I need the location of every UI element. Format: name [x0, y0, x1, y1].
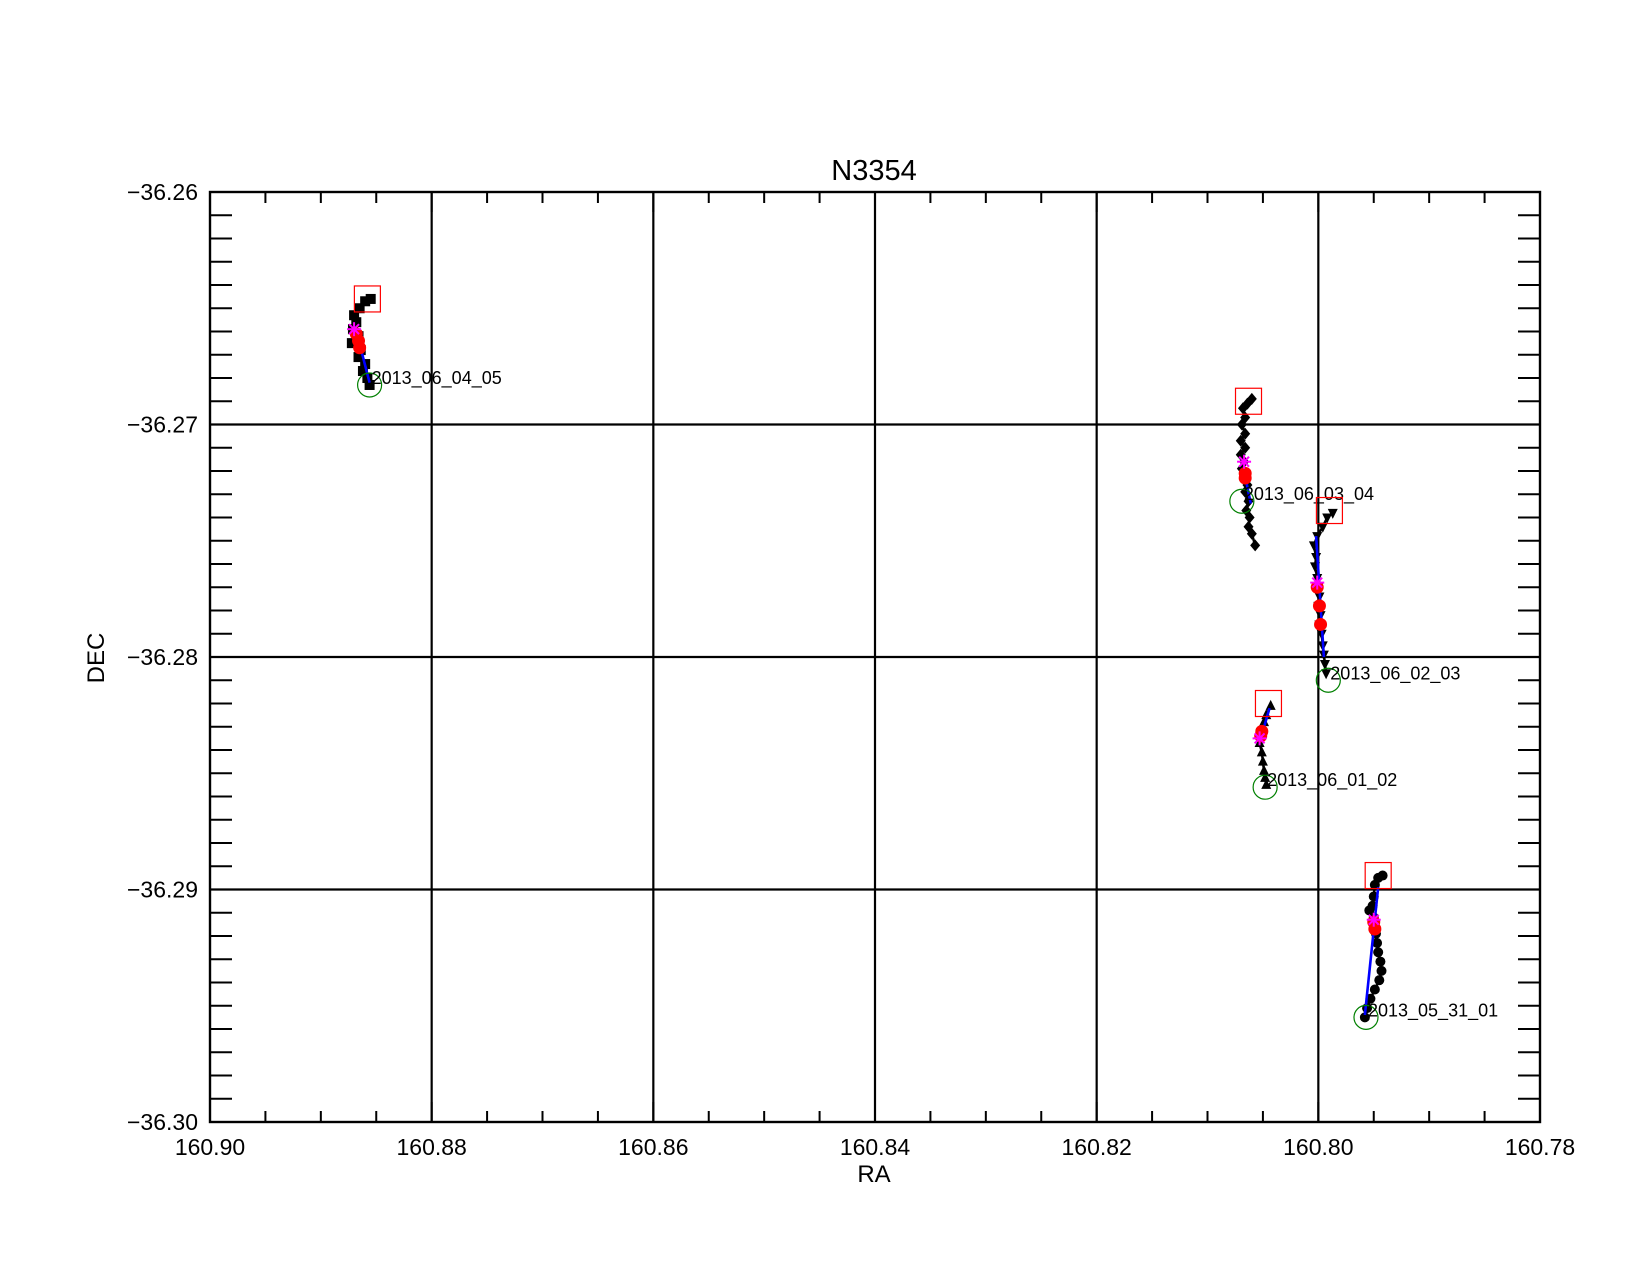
data-point — [346, 338, 357, 349]
data-point — [1256, 746, 1267, 757]
data-point — [1369, 984, 1380, 995]
data-point — [351, 317, 362, 328]
end-circle — [1229, 488, 1255, 514]
start-box — [1364, 861, 1392, 890]
highlight-point — [1314, 617, 1328, 631]
data-point — [353, 352, 364, 363]
x-tick-label: 160.80 — [1283, 1134, 1353, 1160]
highlight-point — [1312, 599, 1326, 613]
plot-frame — [208, 190, 1542, 1124]
end-circle — [1252, 774, 1278, 800]
end-circle — [1353, 1004, 1379, 1030]
star-stroke — [1253, 732, 1266, 745]
data-point — [1257, 755, 1268, 766]
star-marker — [347, 322, 362, 337]
series-2013_06_01_02: 2013_06_01_02 — [1252, 689, 1397, 800]
grid-lines — [210, 192, 1540, 1122]
star-marker — [1366, 912, 1381, 927]
data-point — [349, 310, 360, 321]
star-stroke — [1368, 914, 1380, 926]
star-marker — [1310, 575, 1325, 590]
data-point — [1259, 764, 1270, 775]
data-point — [1235, 434, 1246, 447]
star-stroke — [348, 323, 360, 335]
data-point — [360, 296, 371, 307]
data-point — [1359, 1012, 1370, 1023]
end-circle — [357, 372, 383, 398]
axis-ticks: 160.90 160.88 160.86 160.84 160.82 160.80 160.… — [127, 179, 1575, 1160]
y-axis-label: DEC — [83, 633, 110, 684]
y-tick-label: −36.30 — [127, 1109, 198, 1135]
data-point — [1240, 427, 1251, 440]
series-label: 2013_06_04_05 — [372, 368, 502, 389]
chart-title: N3354 — [831, 155, 916, 187]
data-point — [1372, 937, 1383, 948]
data-point — [1240, 441, 1251, 454]
star-stroke — [1238, 456, 1250, 468]
series-2013_05_31_01: 2013_05_31_01 — [1353, 861, 1498, 1030]
start-box — [353, 285, 381, 313]
data-point — [1259, 716, 1270, 727]
x-tick-label: 160.78 — [1505, 1134, 1575, 1160]
series-2013_06_03_04: 2013_06_03_04 — [1229, 387, 1374, 552]
series-2013_06_04_05: 2013_06_04_05 — [346, 285, 502, 398]
x-tick-label: 160.84 — [840, 1134, 911, 1160]
series-label: 2013_06_01_02 — [1267, 770, 1397, 791]
data-point — [1322, 513, 1333, 524]
data-point — [1265, 699, 1276, 710]
y-tick-label: −36.27 — [127, 412, 198, 438]
fit-line — [1314, 536, 1326, 658]
data-point — [1261, 778, 1272, 789]
series-2013_06_02_03: 2013_06_02_03 — [1308, 496, 1460, 693]
data-point — [1237, 402, 1248, 415]
data-point — [1319, 659, 1330, 670]
y-tick-label: −36.26 — [127, 179, 198, 205]
highlight-point — [1368, 922, 1382, 936]
series-label: 2013_05_31_01 — [1368, 1000, 1498, 1021]
data-point — [1260, 771, 1271, 782]
start-box — [1315, 496, 1344, 525]
x-tick-label: 160.86 — [618, 1134, 688, 1160]
x-tick-label: 160.90 — [175, 1134, 245, 1160]
y-tick-label: −36.28 — [127, 644, 198, 670]
star-marker — [1237, 454, 1252, 469]
x-tick-label: 160.88 — [396, 1134, 466, 1160]
highlight-point — [353, 341, 367, 355]
data-point — [1321, 669, 1332, 680]
data-point — [1375, 956, 1386, 967]
series-layer: 2013_06_04_05 2013_06_03_04 2013_06_02_03 2… — [346, 285, 1498, 1030]
data-point — [365, 293, 376, 304]
star-marker — [1252, 731, 1267, 746]
data-point — [1250, 539, 1261, 552]
data-point — [1246, 527, 1257, 540]
data-point — [354, 303, 365, 314]
series-label: 2013_06_02_03 — [1330, 663, 1460, 684]
data-point — [1327, 508, 1338, 519]
start-box — [1254, 689, 1283, 718]
highlight-point — [1238, 471, 1252, 485]
fit-line — [1363, 887, 1380, 1016]
data-point — [1244, 511, 1255, 524]
data-point — [1241, 504, 1252, 517]
data-point — [1374, 975, 1385, 986]
x-axis-label: RA — [857, 1161, 890, 1188]
data-point — [1236, 418, 1247, 431]
data-point — [1317, 522, 1328, 533]
data-point — [1376, 965, 1387, 976]
data-point — [364, 379, 375, 390]
end-circle — [1315, 667, 1341, 693]
y-tick-label: −36.29 — [127, 877, 198, 903]
data-point — [1373, 947, 1384, 958]
data-point — [357, 366, 368, 377]
data-point — [1243, 495, 1254, 508]
series-label: 2013_06_03_04 — [1244, 484, 1374, 505]
x-tick-label: 160.82 — [1061, 1134, 1131, 1160]
start-box — [1234, 387, 1263, 415]
star-stroke — [1311, 576, 1323, 589]
